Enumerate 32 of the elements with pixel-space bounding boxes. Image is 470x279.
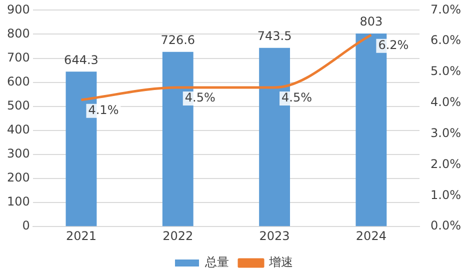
y-tick-label: 800	[7, 26, 30, 40]
y2-tick-label: 1.0%	[430, 188, 462, 202]
x-tick-label: 2023	[259, 228, 290, 243]
data-label: 4.5%	[282, 90, 312, 105]
y2-tick-label: 0.0%	[430, 218, 462, 233]
data-label: 803	[360, 14, 383, 29]
data-label: 6.2%	[378, 38, 409, 52]
legend-label: 总量	[204, 255, 229, 270]
y-tick-label: 400	[7, 122, 30, 137]
y-tick-label: 900	[7, 2, 30, 16]
y2-tick-label: 6.0%	[430, 33, 462, 48]
x-tick-label: 2022	[162, 228, 194, 243]
data-label: 644.3	[64, 52, 98, 67]
legend-label: 增速	[268, 255, 293, 270]
data-label: 4.1%	[88, 102, 119, 117]
y2-tick-label: 2.0%	[430, 156, 462, 171]
y-tick-label: 0	[22, 218, 30, 233]
y-tick-label: 500	[7, 98, 30, 113]
data-label: 726.6	[160, 33, 196, 48]
data-label: 743.5	[257, 28, 292, 43]
y-tick-label: 700	[7, 50, 30, 64]
y2-tick-label: 5.0%	[430, 64, 462, 78]
data-label: 4.5%	[184, 90, 216, 105]
y-tick-label: 600	[7, 74, 30, 88]
y-tick-label: 300	[7, 146, 30, 161]
y-tick-label: 200	[7, 170, 30, 185]
y2-tick-label: 7.0%	[430, 2, 462, 16]
y2-tick-label: 3.0%	[430, 126, 462, 140]
x-tick-label: 2024	[356, 228, 386, 243]
x-tick-label: 2021	[66, 228, 97, 243]
y-tick-label: 100	[7, 194, 30, 209]
y2-tick-label: 4.0%	[430, 95, 462, 110]
